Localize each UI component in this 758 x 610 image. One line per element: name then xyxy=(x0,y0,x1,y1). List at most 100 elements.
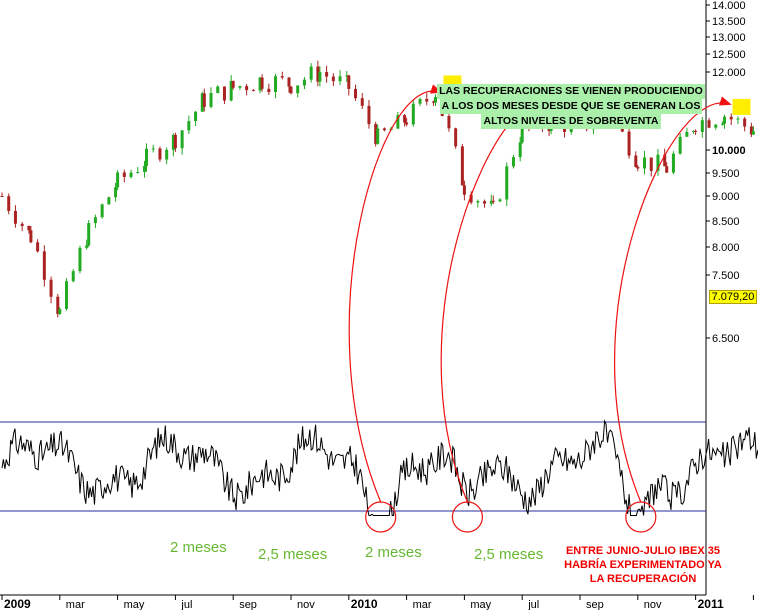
candle-body xyxy=(202,93,206,107)
candle-body xyxy=(151,148,155,150)
oversold-circle xyxy=(451,501,483,533)
candle-body xyxy=(209,93,213,107)
note-line-1: LAS RECUPERACIONES SE VIENEN PRODUCIENDO xyxy=(437,84,705,99)
candle-body xyxy=(289,86,293,94)
conclusion-line-2: HABRÍA EXPERIMENTADO YA xyxy=(564,558,722,571)
candle-body xyxy=(634,155,638,167)
recovery-label-2: 2,5 meses xyxy=(258,546,327,563)
candle-body xyxy=(736,118,740,120)
candle-body xyxy=(56,296,60,314)
candle-body xyxy=(547,128,551,132)
oversold-circles xyxy=(365,501,657,533)
candle-body xyxy=(325,72,329,77)
candle-body xyxy=(216,86,220,94)
price-tick-label: 8.500 xyxy=(712,216,740,228)
candle-body xyxy=(692,130,696,132)
price-tick-label: 9.000 xyxy=(712,191,740,203)
candle-body xyxy=(114,187,118,198)
oscillator-line xyxy=(1,419,758,516)
candle-body xyxy=(636,166,640,169)
candle-body xyxy=(222,86,226,101)
candle-body xyxy=(251,90,255,92)
time-axis-ticks: 2009 mar may jul sep nov 2010 mar may jul sep nov 20… xyxy=(1,595,754,610)
candle-body xyxy=(678,136,682,154)
candle-body xyxy=(296,85,300,94)
candle-body xyxy=(245,86,249,91)
time-tick-label: nov xyxy=(644,599,662,610)
candle-body xyxy=(656,154,660,171)
recovery-note: LAS RECUPERACIONES SE VIENEN PRODUCIENDO… xyxy=(437,84,705,129)
candle-body xyxy=(318,72,322,82)
note-line-2: A LOS DOS MESES DESDE QUE SE GENERAN LOS xyxy=(439,99,703,114)
candle-body xyxy=(462,185,466,195)
time-tick-label: 2010 xyxy=(351,597,378,610)
candle-body xyxy=(354,88,358,99)
price-tick-label: 7.500 xyxy=(712,270,740,282)
candle-body xyxy=(58,309,62,314)
price-tick-label: 12.000 xyxy=(712,67,746,79)
candle-body xyxy=(136,171,140,173)
conclusion-line-1: ENTRE JUNIO-JULIO IBEX 35 xyxy=(566,545,720,557)
candle-body xyxy=(78,247,82,272)
candle-body xyxy=(454,128,458,147)
candle-body xyxy=(749,126,753,135)
peak-marker xyxy=(732,98,751,115)
price-tick-label: 13.000 xyxy=(712,32,746,44)
candle-body xyxy=(107,197,111,205)
candle-body xyxy=(142,165,146,172)
candle-body xyxy=(360,98,364,106)
candle-body xyxy=(238,86,242,88)
candle-body xyxy=(200,93,204,112)
time-tick-label: sep xyxy=(586,599,604,610)
candle-body xyxy=(418,98,422,104)
time-tick-label: 2011 xyxy=(698,597,724,610)
time-tick-label: mar xyxy=(66,599,85,610)
candle-body xyxy=(518,142,522,158)
candle-body xyxy=(700,120,704,132)
candle-body xyxy=(411,103,415,125)
time-tick-label: 2009 xyxy=(4,597,31,610)
candle-body xyxy=(158,148,162,160)
price-candles xyxy=(0,60,755,318)
candle-body xyxy=(287,77,291,87)
candle-body xyxy=(173,134,177,149)
candle-body xyxy=(483,201,487,204)
candle-body xyxy=(93,217,97,224)
price-tick-label: 12.500 xyxy=(712,49,746,61)
candle-body xyxy=(7,196,11,211)
candle-body xyxy=(723,116,726,124)
candle-body xyxy=(229,80,233,101)
candle-body xyxy=(87,223,91,246)
candle-body xyxy=(302,79,306,86)
candle-body xyxy=(671,153,675,173)
candle-body xyxy=(743,118,747,127)
candle-body xyxy=(187,121,191,131)
price-tick-label: 14.000 xyxy=(712,0,746,12)
candle-body xyxy=(425,98,429,102)
candle-body xyxy=(129,172,133,177)
candle-body xyxy=(29,230,33,243)
candle-body xyxy=(13,210,17,224)
candle-body xyxy=(405,122,409,125)
recovery-label-4: 2,5 meses xyxy=(474,546,543,563)
candle-body xyxy=(116,172,120,188)
candle-body xyxy=(476,201,480,203)
note-line-3: ALTOS NIVELES DE SOBREVENTA xyxy=(481,114,661,129)
candle-body xyxy=(331,76,335,82)
price-tick-label: 9.500 xyxy=(712,168,740,180)
candle-body xyxy=(145,148,148,166)
candle-body xyxy=(489,200,493,204)
candle-body xyxy=(403,115,407,123)
recovery-label-3: 2 meses xyxy=(365,544,422,561)
candle-body xyxy=(20,223,24,226)
candle-body xyxy=(469,194,473,203)
candle-body xyxy=(100,204,104,218)
candle-body xyxy=(376,128,380,144)
candle-body xyxy=(171,134,175,150)
candle-body xyxy=(267,88,271,92)
candle-body xyxy=(49,279,53,297)
candle-body xyxy=(751,131,755,135)
candle-body xyxy=(720,123,724,125)
candle-body xyxy=(309,66,313,80)
candle-body xyxy=(447,115,451,129)
